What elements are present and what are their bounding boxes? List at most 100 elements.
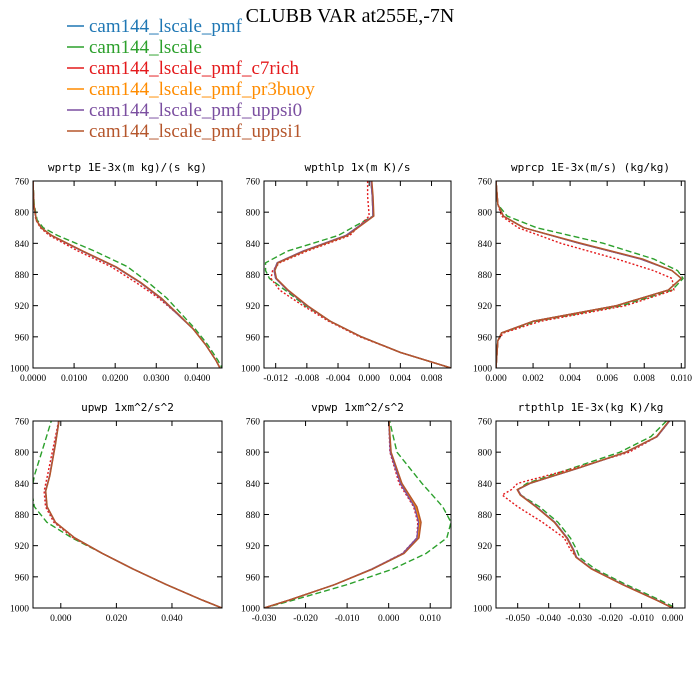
x-tick-label: 0.000	[359, 374, 381, 384]
y-tick-label: 840	[15, 480, 30, 490]
panel-6: rtpthlp 1E-3x(kg K)/kg 760 800 840 880 920 960…	[473, 401, 686, 624]
y-tick-label: 1000	[241, 365, 260, 375]
panel-title: wprtp 1E-3x(m kg)/(s kg)	[48, 161, 207, 174]
series-line-cam144_lscale_pmf_pr3buoy	[264, 421, 421, 608]
y-tick-label: 960	[15, 333, 30, 343]
series-line-cam144_lscale_pmf_uppsi0	[516, 421, 673, 608]
series-line-cam144_lscale_pmf_uppsi1	[496, 181, 682, 368]
x-tick-label: 0.000	[485, 374, 507, 384]
y-tick-label: 840	[478, 480, 493, 490]
y-tick-label: 1000	[10, 365, 29, 375]
x-tick-label: 0.0100	[61, 374, 87, 384]
legend-entry: cam144_lscale_pmf_uppsi0	[89, 100, 302, 121]
y-tick-label: 960	[246, 573, 261, 583]
plot-frame	[263, 420, 452, 609]
series-line-cam144_lscale_pmf_uppsi1	[516, 421, 673, 608]
series-line-cam144_lscale_pmf_uppsi1	[264, 421, 422, 608]
series-line-cam144_lscale_pmf_uppsi1	[45, 421, 222, 608]
series-line-cam144_lscale	[33, 181, 222, 368]
plot-frame	[495, 180, 686, 369]
series-line-cam144_lscale_pmf	[273, 181, 451, 368]
y-tick-label: 840	[478, 240, 493, 250]
y-tick-label: 880	[15, 511, 30, 521]
x-tick-label: -0.020	[598, 614, 623, 624]
x-tick-label: 0.008	[421, 374, 443, 384]
y-tick-label: 920	[478, 302, 493, 312]
y-tick-label: 840	[246, 480, 261, 490]
y-tick-label: 840	[15, 240, 30, 250]
x-tick-label: 0.008	[634, 374, 656, 384]
x-tick-label: -0.010	[335, 614, 360, 624]
y-tick-label: 800	[246, 449, 261, 459]
y-tick-label: 1000	[473, 605, 492, 615]
series-line-cam144_lscale_pmf	[264, 421, 421, 608]
x-tick-label: -0.010	[629, 614, 654, 624]
legend-entry: cam144_lscale_pmf_uppsi1	[89, 121, 302, 142]
y-tick-label: 960	[246, 333, 261, 343]
x-tick-label: 0.0000	[20, 374, 46, 384]
legend-entry: cam144_lscale_pmf_pr3buoy	[89, 79, 315, 100]
panel-title: wpthlp 1x(m K)/s	[305, 161, 411, 174]
y-tick-label: 880	[478, 271, 493, 281]
series-line-cam144_lscale_pmf_c7rich	[270, 181, 451, 368]
x-tick-label: -0.020	[293, 614, 318, 624]
series-line-cam144_lscale_pmf_pr3buoy	[273, 181, 451, 368]
x-tick-label: -0.008	[295, 374, 320, 384]
plot-frame	[495, 420, 686, 609]
y-tick-label: 760	[15, 178, 30, 188]
y-tick-label: 800	[15, 209, 30, 219]
x-tick-label: 0.010	[671, 374, 693, 384]
x-tick-label: 0.002	[522, 374, 544, 384]
series-line-cam144_lscale_pmf	[516, 421, 673, 608]
y-tick-label: 920	[15, 542, 30, 552]
y-tick-label: 880	[15, 271, 30, 281]
y-tick-label: 960	[15, 573, 30, 583]
series-line-cam144_lscale_pmf_c7rich	[501, 421, 673, 608]
panel-3: wprcp 1E-3x(m/s) (kg/kg) 760 800 840 880 920 9…	[473, 161, 692, 384]
x-tick-label: 0.020	[106, 614, 128, 624]
x-tick-label: -0.040	[536, 614, 561, 624]
panel-title: wprcp 1E-3x(m/s) (kg/kg)	[511, 161, 670, 174]
series-line-cam144_lscale_pmf_uppsi1	[33, 181, 221, 368]
series-line-cam144_lscale	[33, 421, 222, 608]
y-tick-label: 920	[478, 542, 493, 552]
panel-title: vpwp 1xm^2/s^2	[311, 401, 404, 414]
series-line-cam144_lscale_pmf_uppsi1	[274, 181, 451, 368]
y-tick-label: 920	[246, 542, 261, 552]
series-line-cam144_lscale	[496, 181, 684, 368]
y-tick-label: 880	[478, 511, 493, 521]
y-tick-label: 800	[246, 209, 261, 219]
panel-4: upwp 1xm^2/s^2 760 800 840 880 920 960 1000 0.00…	[10, 401, 223, 624]
panels: wprtp 1E-3x(m kg)/(s kg) 760 800 840 880 920 9…	[10, 161, 692, 624]
series-line-cam144_lscale_pmf_pr3buoy	[516, 421, 673, 608]
x-tick-label: -0.012	[263, 374, 288, 384]
x-tick-label: 0.000	[50, 614, 72, 624]
plot-frame	[263, 180, 452, 369]
series-line-cam144_lscale_pmf	[44, 421, 222, 608]
panel-1: wprtp 1E-3x(m kg)/(s kg) 760 800 840 880 920 9…	[10, 161, 223, 384]
series-line-cam144_lscale_pmf_c7rich	[264, 421, 419, 608]
x-tick-label: 0.040	[161, 614, 183, 624]
panel-title: rtpthlp 1E-3x(kg K)/kg	[518, 401, 664, 414]
y-tick-label: 800	[478, 209, 493, 219]
series-line-cam144_lscale_pmf_c7rich	[43, 421, 222, 608]
series-line-cam144_lscale_pmf_uppsi0	[496, 181, 682, 368]
y-tick-label: 960	[478, 333, 493, 343]
series-line-cam144_lscale_pmf_uppsi0	[273, 181, 451, 368]
y-tick-label: 760	[478, 418, 493, 428]
legend-entry: cam144_lscale_pmf	[89, 16, 243, 37]
y-tick-label: 840	[246, 240, 261, 250]
panel-title: upwp 1xm^2/s^2	[81, 401, 174, 414]
series-line-cam144_lscale_pmf_c7rich	[496, 181, 675, 368]
series-line-cam144_lscale	[264, 421, 451, 608]
series-line-cam144_lscale_pmf	[496, 181, 682, 368]
series-line-cam144_lscale_pmf_uppsi0	[33, 181, 221, 368]
y-tick-label: 760	[478, 178, 493, 188]
panel-5: vpwp 1xm^2/s^27608008408809209601000-0.0…	[241, 401, 452, 624]
y-tick-label: 1000	[473, 365, 492, 375]
legend: cam144_lscale_pmfcam144_lscalecam144_lsc…	[67, 16, 315, 142]
series-line-cam144_lscale_pmf_pr3buoy	[496, 181, 682, 368]
x-tick-label: 0.004	[390, 374, 412, 384]
y-tick-label: 880	[246, 271, 261, 281]
series-line-cam144_lscale	[264, 181, 451, 368]
